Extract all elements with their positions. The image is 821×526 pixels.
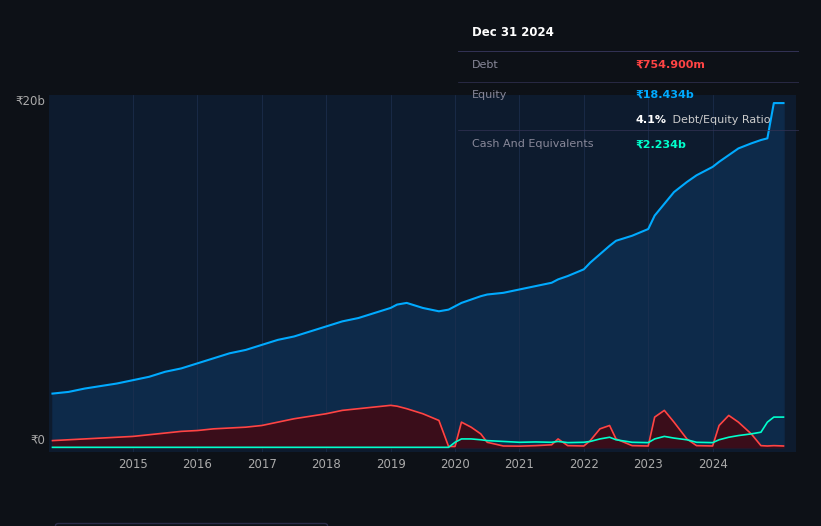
Legend: Debt, Equity, Cash And Equivalents: Debt, Equity, Cash And Equivalents xyxy=(55,523,327,526)
Text: Dec 31 2024: Dec 31 2024 xyxy=(472,25,553,38)
Text: ₹0: ₹0 xyxy=(30,434,45,447)
Text: 4.1%: 4.1% xyxy=(635,116,667,126)
Text: ₹2.234b: ₹2.234b xyxy=(635,139,686,149)
Text: ₹20b: ₹20b xyxy=(16,95,45,108)
Text: Cash And Equivalents: Cash And Equivalents xyxy=(472,139,594,149)
Text: ₹18.434b: ₹18.434b xyxy=(635,90,694,100)
Text: Debt/Equity Ratio: Debt/Equity Ratio xyxy=(669,116,771,126)
Text: Debt: Debt xyxy=(472,60,498,70)
Text: ₹754.900m: ₹754.900m xyxy=(635,60,705,70)
Text: Equity: Equity xyxy=(472,90,507,100)
